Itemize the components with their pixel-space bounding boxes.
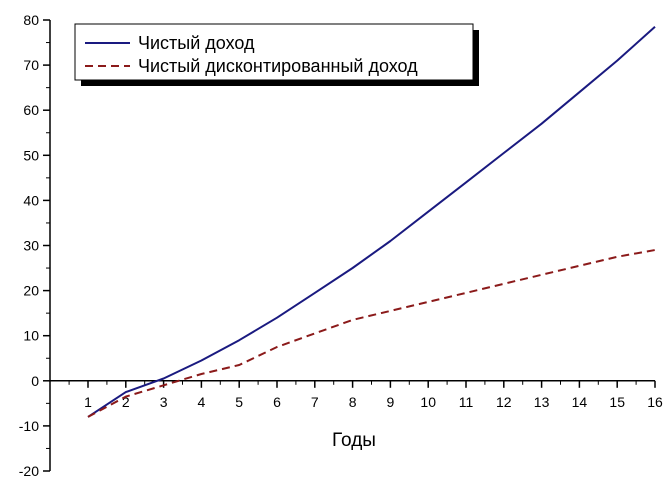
x-tick-label: 3 (160, 394, 168, 410)
x-tick-label: 16 (647, 394, 663, 410)
x-tick-label: 7 (311, 394, 319, 410)
y-tick-label: -10 (19, 418, 39, 434)
x-tick-label: 15 (609, 394, 625, 410)
y-tick-label: -20 (19, 463, 39, 477)
y-tick-label: 40 (23, 192, 39, 208)
legend-label-net-income: Чистый доход (138, 33, 255, 53)
x-tick-label: 11 (459, 394, 474, 410)
x-axis-title: Годы (332, 430, 376, 451)
legend-label-discounted-income: Чистый дисконтированный доход (138, 56, 418, 76)
y-tick-label: 20 (23, 283, 39, 299)
x-tick-label: 5 (235, 394, 243, 410)
y-tick-label: 60 (23, 102, 39, 118)
legend-box (74, 23, 474, 81)
x-tick-label: 9 (387, 394, 395, 410)
y-tick-label: 80 (23, 12, 39, 28)
x-tick-label: 8 (349, 394, 357, 410)
y-tick-label: 70 (23, 57, 39, 73)
x-tick-label: 6 (273, 394, 281, 410)
x-tick-label: 13 (534, 394, 550, 410)
x-tick-label: 1 (84, 394, 92, 410)
x-tick-label: 12 (496, 394, 512, 410)
series-line-net-income (87, 26, 656, 418)
legend: Чистый доход Чистый дисконтированный дох… (74, 23, 479, 86)
series-line-discounted-income (87, 249, 656, 418)
x-tick-label: 14 (572, 394, 588, 410)
x-tick-label: 10 (420, 394, 436, 410)
y-tick-label: 30 (23, 238, 39, 254)
y-tick-label: 0 (31, 373, 39, 389)
x-tick-label: 4 (198, 394, 206, 410)
y-tick-label: 10 (23, 328, 39, 344)
y-tick-label: 50 (23, 147, 39, 163)
x-tick-label: 2 (122, 394, 130, 410)
